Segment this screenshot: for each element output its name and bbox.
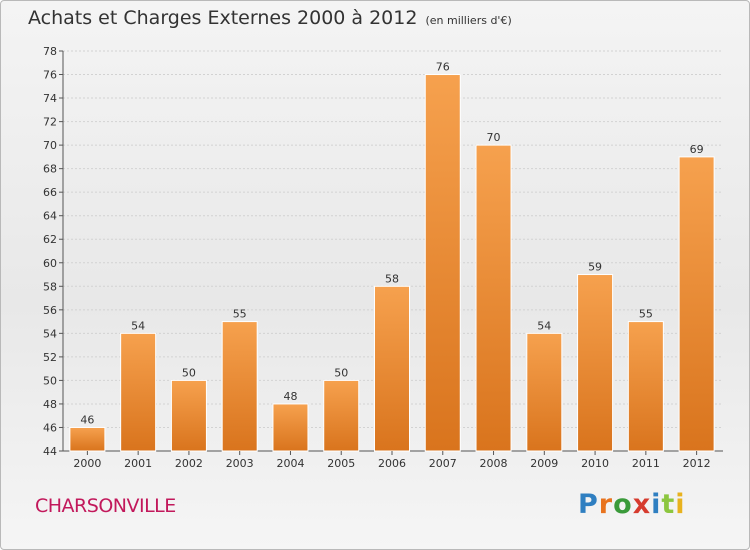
city-name: CHARSONVILLE [35, 495, 176, 517]
bar-value-label: 54 [131, 319, 145, 332]
y-tick-label: 52 [43, 351, 57, 364]
chart-title-text: Achats et Charges Externes 2000 à 2012 [28, 7, 418, 29]
bar [577, 274, 614, 452]
bar [272, 403, 309, 452]
bar-value-label: 69 [690, 143, 704, 156]
bar-value-label: 59 [588, 261, 602, 274]
logo-letter: P [578, 489, 599, 520]
y-tick-label: 62 [43, 233, 57, 246]
bar-value-label: 48 [283, 390, 297, 403]
x-tick-label: 2002 [175, 457, 203, 470]
y-tick-label: 76 [43, 69, 57, 82]
bar-value-label: 76 [436, 61, 450, 74]
y-tick-label: 70 [43, 139, 57, 152]
logo-letter: i [651, 489, 662, 520]
bar [475, 144, 512, 452]
bar-value-label: 46 [80, 413, 94, 426]
x-tick-label: 2010 [581, 457, 609, 470]
logo-letter: i [675, 489, 686, 520]
x-tick-label: 2009 [530, 457, 558, 470]
y-tick-label: 54 [43, 327, 57, 340]
x-tick-label: 2011 [632, 457, 660, 470]
bar [526, 332, 563, 452]
y-tick-label: 72 [43, 116, 57, 129]
y-tick-label: 68 [43, 163, 57, 176]
x-tick-label: 2001 [124, 457, 152, 470]
y-tick-label: 44 [43, 445, 57, 458]
x-tick-label: 2008 [480, 457, 508, 470]
bar [221, 321, 258, 452]
y-tick-label: 48 [43, 398, 57, 411]
y-tick-label: 50 [43, 374, 57, 387]
y-tick-label: 74 [43, 92, 57, 105]
bar [678, 156, 715, 452]
chart-unit: (en milliers d'€) [425, 14, 512, 27]
chart-title: Achats et Charges Externes 2000 à 2012 (e… [28, 7, 512, 29]
x-tick-label: 2007 [429, 457, 457, 470]
logo-letter: t [661, 489, 676, 520]
bar [374, 285, 410, 452]
bar [120, 332, 157, 452]
x-tick-label: 2005 [327, 457, 355, 470]
bar [424, 74, 461, 452]
bar-value-label: 55 [233, 308, 247, 321]
x-tick-label: 2003 [226, 457, 254, 470]
bar [170, 379, 207, 452]
y-tick-label: 60 [43, 257, 57, 270]
x-tick-label: 2004 [276, 457, 304, 470]
bar [69, 426, 106, 452]
logo-letter: o [613, 489, 633, 520]
bar-value-label: 55 [639, 308, 653, 321]
bar-value-label: 70 [487, 131, 501, 144]
logo-letter: x [632, 489, 652, 520]
y-tick-label: 58 [43, 280, 57, 293]
bar-value-label: 58 [385, 272, 399, 285]
bar [323, 379, 360, 452]
logo-letter: r [598, 489, 614, 520]
proxiti-logo: Proxiti [578, 489, 686, 520]
bar-value-label: 54 [537, 319, 551, 332]
y-tick-label: 66 [43, 186, 57, 199]
x-tick-label: 2000 [73, 457, 101, 470]
y-tick-label: 78 [43, 45, 57, 58]
x-tick-label: 2006 [378, 457, 406, 470]
y-tick-label: 56 [43, 304, 57, 317]
y-tick-label: 64 [43, 210, 57, 223]
bar-value-label: 50 [182, 366, 196, 379]
bar [627, 321, 664, 452]
bar-value-label: 50 [334, 366, 348, 379]
x-tick-label: 2012 [683, 457, 711, 470]
y-tick-label: 46 [43, 421, 57, 434]
